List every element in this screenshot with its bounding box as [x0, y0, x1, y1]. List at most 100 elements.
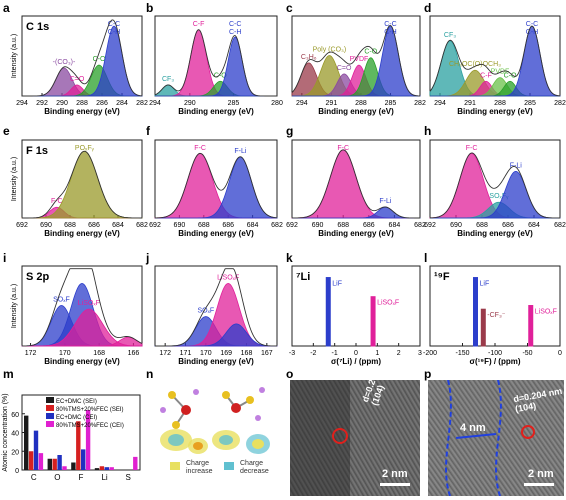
scale-label-p: 2 nm [528, 468, 554, 480]
panel-label-j: j [145, 251, 149, 265]
peak-label: CF₃ [444, 32, 456, 39]
x-axis-label-c: Binding energy (eV) [318, 107, 394, 116]
x-tick-label: 282 [554, 100, 566, 107]
legend-charge-decrease: Charge decrease [240, 460, 269, 475]
x-tick-label: 2 [397, 350, 401, 357]
x-tick-label: 682 [554, 222, 566, 229]
spectrum-panel-d: 294 291 288 285 282 Binding energy (eV) CF₃ CH₃… [429, 15, 566, 116]
nmr-line-label: -CF₃⁻ [487, 312, 506, 319]
y-axis-label-a: Intensity (a.u.) [11, 34, 18, 78]
bar-Li-1 [99, 466, 105, 470]
peak-label: F-C [337, 145, 349, 152]
x-tick-label: 686 [502, 222, 514, 229]
x-axis-label-f: Binding energy (eV) [178, 229, 254, 238]
peak-label: C-C C-H [108, 21, 120, 36]
peak-label: C-O [504, 72, 517, 79]
peak-label: C-C C-H [229, 21, 241, 36]
panel-label-c: c [286, 1, 293, 15]
x-axis-label-l: σ(¹⁹F) / (ppm) [469, 357, 520, 366]
x-tick-label: 1 [375, 350, 379, 357]
peak-label: C-O [364, 49, 377, 56]
molecule-right [212, 387, 270, 454]
peak-label: SOₓF [197, 308, 214, 315]
x-tick-label: 294 [434, 100, 446, 107]
bar-Li-3 [109, 467, 114, 470]
bar-F-3 [85, 410, 91, 470]
spectrum-panel-g: 692 690 688 686 684 682 Binding energy (eV) F-C… [286, 139, 426, 238]
legend-swatch [46, 421, 54, 427]
peak-label: PVDF [350, 56, 369, 63]
x-tick-label: 682 [271, 222, 283, 229]
legend-entry: 80%TMS+20%FEC (SEI) [56, 407, 124, 413]
spectrum-panel-h: 692 690 688 686 684 682 Binding energy (eV) F-C… [424, 139, 566, 238]
fit-envelope-a [21, 19, 143, 97]
x-tick-label: 285 [385, 100, 397, 107]
peak-label: C=O [70, 76, 85, 83]
peak-label: F-C [466, 145, 478, 152]
bar-O-0 [47, 458, 52, 470]
spectrum-panel-a: 294 292 290 288 286 284 282 Binding energy (eV)… [11, 15, 148, 116]
spectrum-panel-i: 172 170 168 166 Binding energy (eV) Intensity… [11, 265, 143, 366]
bar-C-0 [24, 415, 29, 470]
charge-density-illustration: Charge increase Charge decrease [160, 387, 270, 475]
x-tick-label: 171 [180, 350, 192, 357]
x-tick-label: 682 [136, 222, 148, 229]
legend-swatch-increase [170, 462, 180, 470]
category-label: O [54, 473, 60, 482]
x-axis-label-i: Binding energy (eV) [44, 357, 120, 366]
core-level-tag-l: ¹⁹F [434, 271, 450, 283]
x-tick-label: -1 [332, 350, 338, 357]
bar-C-1 [28, 451, 34, 470]
x-axis-label-h: Binding energy (eV) [457, 229, 533, 238]
core-level-tag-e: F 1s [26, 145, 48, 157]
panel-label-h: h [424, 124, 431, 138]
legend-entry: EC+DMC (CEI) [56, 415, 97, 421]
peak-label: C-F [480, 72, 492, 79]
x-tick-label: 166 [128, 350, 140, 357]
y-tick-label: 60 [11, 412, 19, 419]
nmr-line-label: LiSOₓF [535, 309, 557, 316]
fit-envelope-i [21, 268, 143, 347]
y-tick-label: 20 [11, 449, 19, 456]
nmr-line-LiSOₓF [528, 305, 534, 347]
peak-label: Poly (CO₃) [313, 47, 347, 54]
x-tick-label: 294 [16, 100, 28, 107]
bar-O-1 [52, 458, 57, 470]
fit-envelope-h [429, 152, 561, 219]
x-tick-label: 285 [228, 100, 240, 107]
nmr-line-label: LiF [480, 281, 490, 288]
peak-label: F-C [51, 198, 63, 205]
spectrum-panel-e: 692 690 688 686 684 682 Binding energy (eV) Int… [11, 139, 148, 238]
nmr-line--CF₃⁻ [480, 308, 486, 347]
x-tick-label: 282 [136, 100, 148, 107]
panel-label-e: e [3, 124, 10, 138]
legend-entry: 80%TMS+20%FEC (CEI) [56, 423, 124, 429]
x-tick-label: 288 [76, 100, 88, 107]
peak-label: C-F [193, 21, 205, 28]
category-label: S [126, 473, 131, 482]
panel-label-a: a [3, 1, 10, 15]
legend-swatch [46, 397, 54, 403]
bar-C-3 [38, 453, 44, 470]
x-tick-label: 285 [524, 100, 536, 107]
peak-label: F-C [194, 145, 206, 152]
x-tick-label: 682 [414, 222, 426, 229]
peak-label: SOₓFᵧ [489, 193, 509, 200]
x-tick-label: 169 [220, 350, 232, 357]
legend-swatch [46, 405, 54, 411]
bar-Li-2 [104, 467, 109, 470]
bar-C-2 [33, 430, 39, 470]
spectrum-panel-c: 294 291 288 285 282 Binding energy (eV) C₃H₆Po… [291, 15, 426, 116]
nmr-line-LiF [325, 277, 331, 347]
x-tick-label: -150 [455, 350, 469, 357]
peak-label: C-C C-H [526, 21, 538, 36]
x-tick-label: 684 [247, 222, 259, 229]
nmr-line-label: LiF [332, 281, 342, 288]
x-tick-label: 286 [96, 100, 108, 107]
peak-label: LiSOₓF [217, 274, 239, 281]
x-tick-label: 684 [112, 222, 124, 229]
panel-label-i: i [3, 251, 6, 265]
x-tick-label: 688 [337, 222, 349, 229]
spectra-group: 294 292 290 288 286 284 282 Binding energy (eV)… [11, 15, 566, 366]
